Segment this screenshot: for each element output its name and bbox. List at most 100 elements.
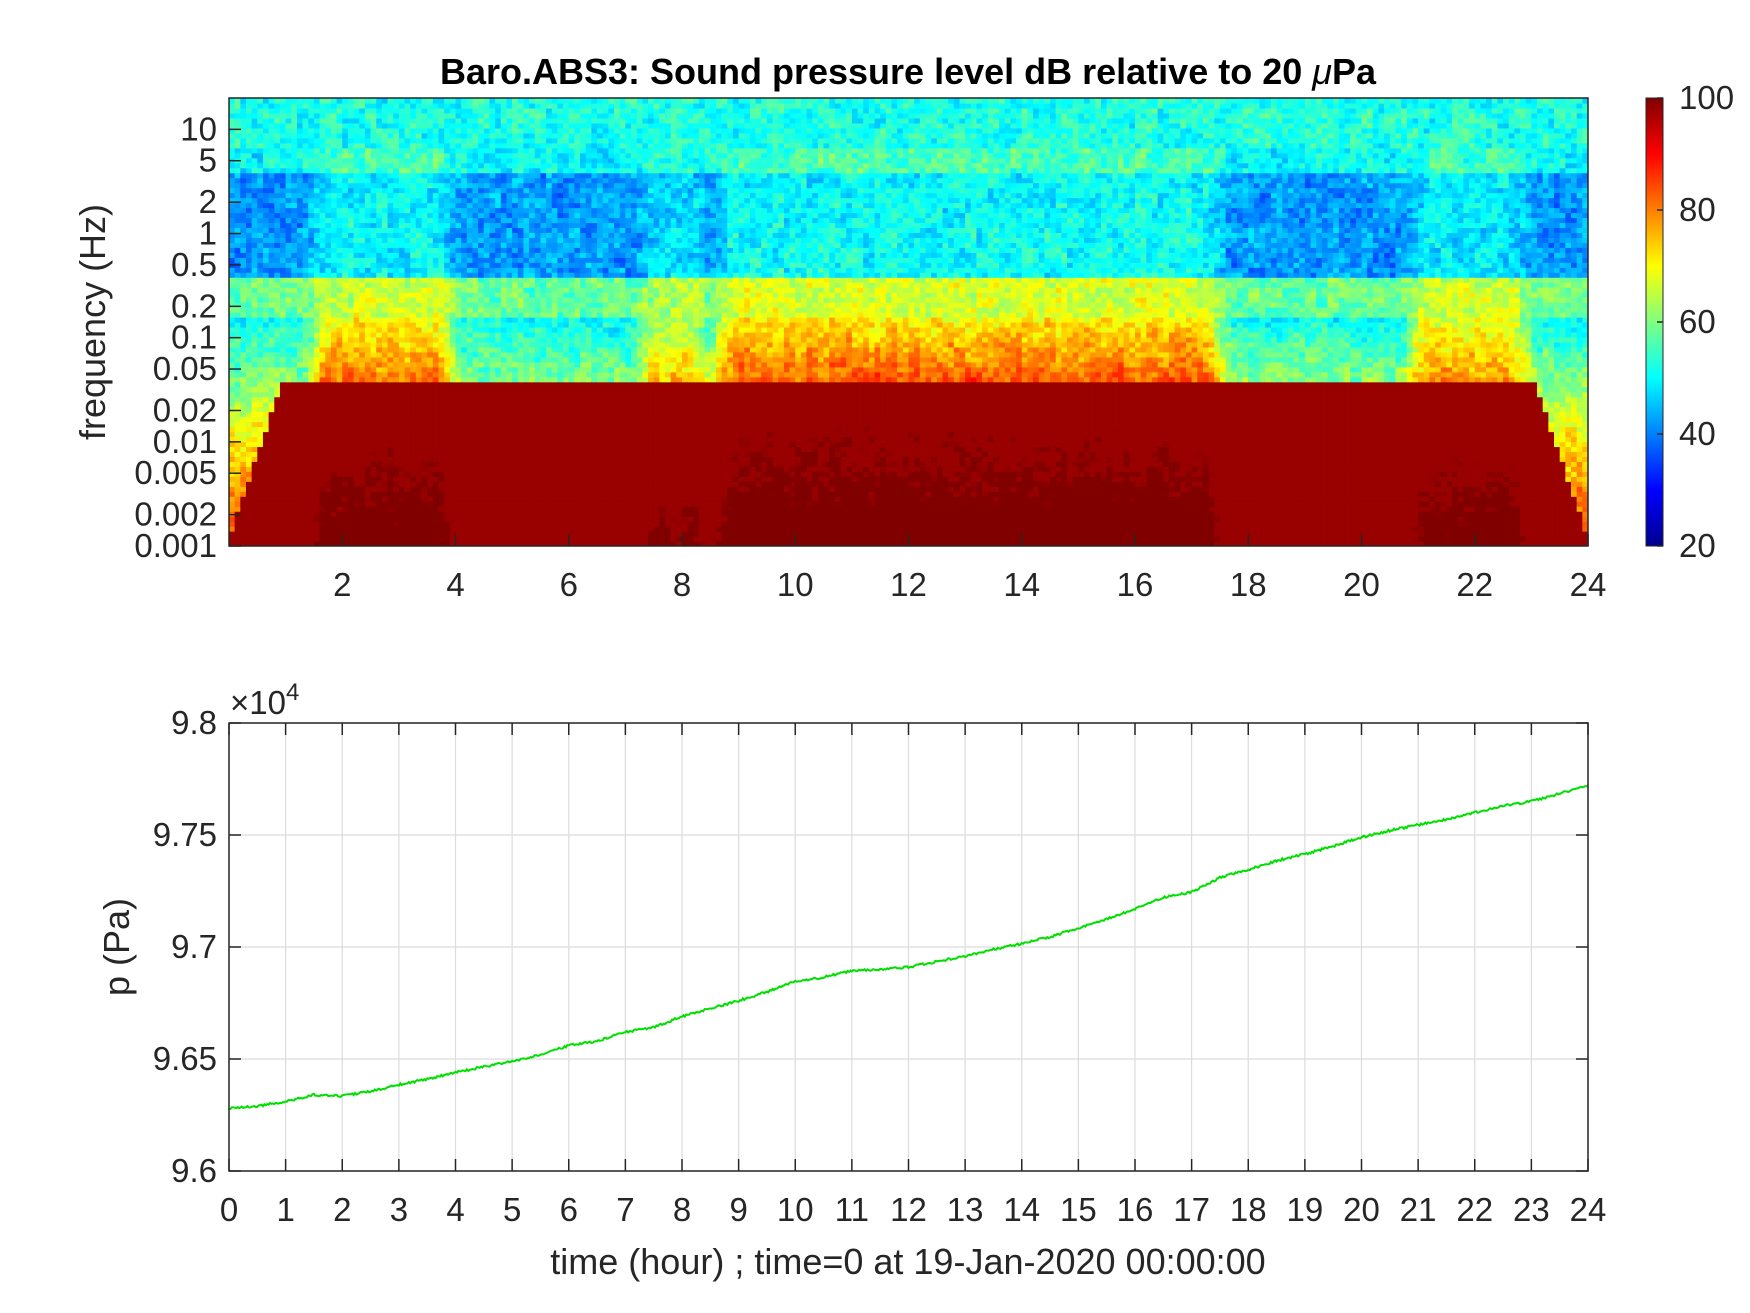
spectrogram-cell <box>433 417 439 423</box>
spectrogram-cell <box>376 446 382 452</box>
spectrogram-cell <box>506 526 512 532</box>
spectrogram-cell <box>235 352 241 358</box>
spectrogram-cell <box>371 427 377 433</box>
spectrogram-cell <box>433 128 439 134</box>
spectrogram-cell <box>371 232 377 238</box>
spectrogram-cell <box>416 327 422 333</box>
spectrogram-cell <box>433 113 439 119</box>
spectrogram-cell <box>291 397 297 403</box>
spectrogram-cell <box>495 526 501 532</box>
spectrogram-cell <box>388 272 394 278</box>
spectrogram-cell <box>512 133 518 139</box>
spectrogram-cell <box>229 392 235 398</box>
spectrogram-cell <box>399 377 405 383</box>
spectrogram-cell <box>240 188 246 194</box>
spectrogram-cell <box>365 133 371 139</box>
spectrogram-cell <box>484 252 490 258</box>
spectrogram-cell <box>337 133 343 139</box>
spectrogram-cell <box>348 128 354 134</box>
spectrogram-cell <box>320 272 326 278</box>
spectrogram-cell <box>393 153 399 159</box>
spectrogram-cell <box>320 297 326 303</box>
spectrogram-cell <box>257 377 263 383</box>
spectrogram-cell <box>388 347 394 353</box>
spectrogram-cell <box>348 317 354 323</box>
spectrogram-cell <box>354 402 360 408</box>
spectrogram-cell <box>337 198 343 204</box>
spectrogram-cell <box>427 282 433 288</box>
spectrogram-cell <box>280 287 286 293</box>
spectrogram-cell <box>439 521 445 527</box>
spectrogram-cell <box>263 476 269 482</box>
spectrogram-cell <box>382 173 388 179</box>
spectrogram-cell <box>257 208 263 214</box>
spectrogram-cell <box>376 297 382 303</box>
spectrogram-cell <box>422 252 428 258</box>
spectrogram-cell <box>359 222 365 228</box>
spectrogram-cell <box>229 521 235 527</box>
spectrogram-cell <box>467 357 473 363</box>
spectrogram-cell <box>263 227 269 233</box>
spectrogram-cell <box>523 297 529 303</box>
spectrogram-cell <box>484 292 490 298</box>
spectrogram-cell <box>450 466 456 472</box>
spectrogram-cell <box>405 178 411 184</box>
spectrogram-cell <box>427 242 433 248</box>
spectrogram-cell <box>325 312 331 318</box>
spectrogram-cell <box>393 98 399 104</box>
spectrogram-cell <box>246 103 252 109</box>
spectrogram-cell <box>405 123 411 129</box>
spectrogram-cell <box>303 118 309 124</box>
spectrogram-cell <box>433 173 439 179</box>
spectrogram-cell <box>297 526 303 532</box>
spectrogram-cell <box>512 312 518 318</box>
spectrogram-cell <box>382 287 388 293</box>
spectrogram-cell <box>348 327 354 333</box>
spectrogram-cell <box>365 392 371 398</box>
spectrogram-cell <box>376 397 382 403</box>
spectrogram-cell <box>286 173 292 179</box>
spectrogram-cell <box>314 432 320 438</box>
spectrogram-cell <box>478 471 484 477</box>
spectrogram-cell <box>376 203 382 209</box>
spectrogram-cell <box>416 242 422 248</box>
spectrogram-cell <box>348 427 354 433</box>
spectrogram-cell <box>478 317 484 323</box>
spectrogram-cell <box>456 486 462 492</box>
spectrogram-cell <box>348 222 354 228</box>
spectrogram-cell <box>359 173 365 179</box>
spectrogram-cell <box>269 357 275 363</box>
spectrogram-cell <box>461 148 467 154</box>
spectrogram-cell <box>461 118 467 124</box>
spectrogram-cell <box>252 242 258 248</box>
spectrogram-cell <box>416 456 422 462</box>
spectrogram-cell <box>512 461 518 467</box>
spectrogram-cell <box>405 148 411 154</box>
spectrogram-cell <box>439 357 445 363</box>
spectrogram-cell <box>489 148 495 154</box>
spectrogram-cell <box>354 143 360 149</box>
spectrogram-cell <box>512 262 518 268</box>
spectrogram-cell <box>308 456 314 462</box>
spectrogram-cell <box>388 526 394 532</box>
spectrogram-cell <box>439 282 445 288</box>
spectrogram-cell <box>235 227 241 233</box>
spectrogram-cell <box>484 103 490 109</box>
spectrogram-cell <box>308 506 314 512</box>
spectrogram-cell <box>303 367 309 373</box>
spectrogram-cell <box>257 432 263 438</box>
spectrogram-cell <box>240 466 246 472</box>
spectrogram-cell <box>286 98 292 104</box>
spectrogram-cell <box>484 188 490 194</box>
spectrogram-cell <box>365 352 371 358</box>
spectrogram-cell <box>410 367 416 373</box>
spectrogram-cell <box>246 302 252 308</box>
spectrogram-cell <box>303 317 309 323</box>
spectrogram-cell <box>314 287 320 293</box>
spectrogram-cell <box>348 362 354 368</box>
spectrogram-cell <box>308 148 314 154</box>
spectrogram-cell <box>246 287 252 293</box>
spectrogram-cell <box>286 183 292 189</box>
spectrogram-cell <box>297 217 303 223</box>
spectrogram-cell <box>540 352 546 358</box>
